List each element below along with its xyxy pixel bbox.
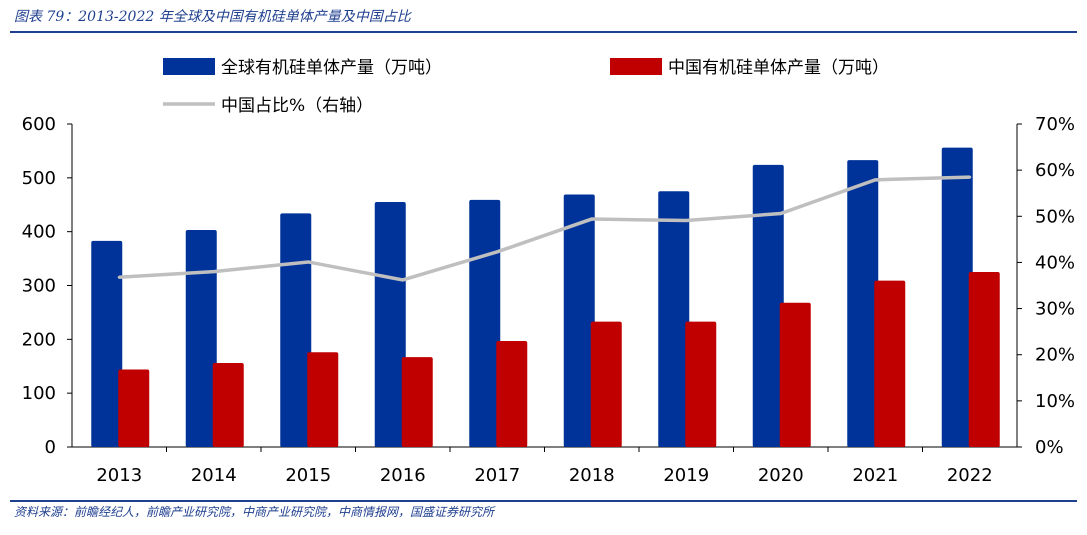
bar-china <box>968 272 1000 447</box>
left-tick-label: 400 <box>22 222 56 243</box>
right-tick-label: 30% <box>1035 299 1075 320</box>
right-tick-label: 40% <box>1035 252 1075 273</box>
bar-global <box>563 194 595 447</box>
bar-global <box>847 160 879 447</box>
share-point <box>212 270 216 274</box>
right-tick-label: 70% <box>1035 114 1075 135</box>
bar-global <box>941 147 973 448</box>
x-tick-label: 2014 <box>191 465 237 486</box>
bar-china <box>118 369 150 447</box>
share-point <box>590 217 594 221</box>
bar-global <box>658 191 690 447</box>
legend-global-label: 全球有机硅单体产量（万吨） <box>221 58 442 78</box>
bar-global <box>185 230 217 447</box>
x-tick-label: 2016 <box>380 465 426 486</box>
bar-china <box>874 280 906 447</box>
share-line <box>119 175 970 282</box>
share-point <box>401 278 405 282</box>
bar-china <box>779 302 811 447</box>
legend-global-swatch <box>163 58 215 75</box>
x-tick-label: 2022 <box>947 465 993 486</box>
left-tick-label: 600 <box>22 114 56 135</box>
x-tick-label: 2013 <box>96 465 142 486</box>
legend-china-swatch <box>610 58 662 75</box>
bar-global <box>280 213 312 447</box>
x-tick-label: 2015 <box>285 465 331 486</box>
left-tick-label: 200 <box>22 329 56 350</box>
bar-china <box>401 357 433 447</box>
combo-chart: 0 100 200 300 400 500 600 0% 10% 20% 30% 40% 50% 60% 7… <box>22 58 1075 486</box>
bar-china <box>685 321 717 447</box>
report-header: 图表 79：2013-2022 年全球及中国有机硅单体产量及中国占比 <box>0 0 1087 34</box>
x-tick-label: 2020 <box>758 465 804 486</box>
bar-global <box>752 164 784 447</box>
share-point <box>117 275 121 279</box>
legend-share-label: 中国占比%（右轴） <box>221 96 373 116</box>
bar-global <box>469 199 501 447</box>
bar-global <box>91 240 123 447</box>
left-tick-label: 0 <box>45 437 56 458</box>
share-point <box>873 178 877 182</box>
share-point <box>306 260 310 264</box>
left-tick-label: 100 <box>22 383 56 404</box>
figure-title: 图表 79：2013-2022 年全球及中国有机硅单体产量及中国占比 <box>14 9 411 25</box>
right-tick-label: 60% <box>1035 160 1075 181</box>
share-point <box>684 218 688 222</box>
right-tick-label: 0% <box>1035 437 1064 458</box>
right-tick-label: 50% <box>1035 206 1075 227</box>
source-note: 资料来源：前瞻经纪人，前瞻产业研究院，中商产业研究院，中商情报网，国盛证券研究所 <box>14 505 495 519</box>
x-tick-label: 2019 <box>663 465 709 486</box>
right-tick-label: 10% <box>1035 391 1075 412</box>
bar-global <box>374 202 406 447</box>
legend-china-label: 中国有机硅单体产量（万吨） <box>668 58 889 78</box>
share-point <box>968 175 972 179</box>
bar-china <box>307 352 339 447</box>
left-tick-label: 300 <box>22 276 56 297</box>
share-point <box>779 212 783 216</box>
bar-china <box>496 340 528 447</box>
right-tick-label: 20% <box>1035 345 1075 366</box>
bar-china <box>212 363 244 447</box>
header-rule <box>10 31 1077 33</box>
left-tick-label: 500 <box>22 168 56 189</box>
bar-china <box>590 321 622 447</box>
footer-rule <box>10 500 1077 502</box>
share-point <box>495 250 499 254</box>
x-tick-label: 2021 <box>852 465 898 486</box>
x-tick-label: 2018 <box>569 465 615 486</box>
x-tick-label: 2017 <box>474 465 520 486</box>
